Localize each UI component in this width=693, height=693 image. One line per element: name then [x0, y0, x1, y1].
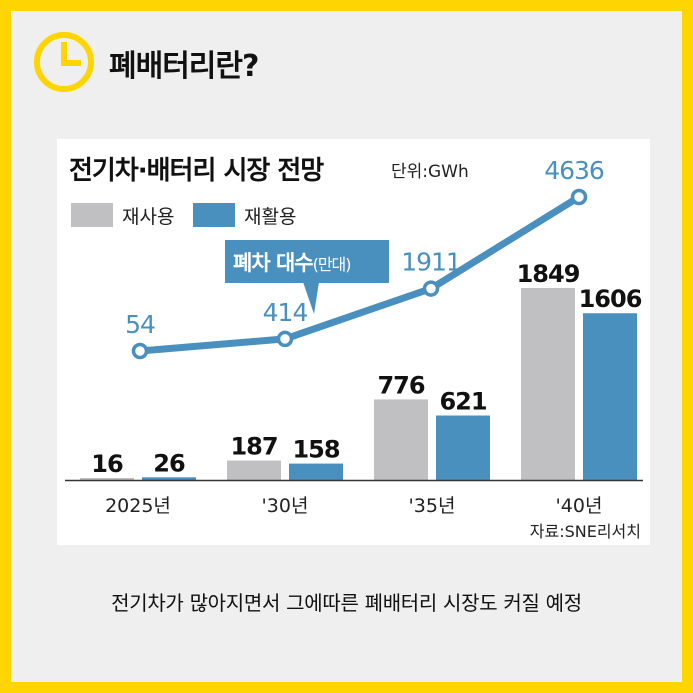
bar: [80, 478, 134, 480]
line-point: [276, 330, 294, 348]
legend-swatch: [193, 203, 235, 227]
bar: [521, 288, 575, 480]
line-point: [570, 188, 588, 206]
x-tick-label: '30년: [262, 495, 309, 517]
bar: [583, 313, 637, 480]
legend-label: 재활용: [244, 206, 296, 228]
legend-label: 재사용: [122, 206, 174, 228]
bar: [142, 477, 196, 480]
chart-title: 전기차·배터리 시장 전망: [69, 156, 324, 186]
line-path: [139, 194, 581, 355]
line-series: 54 414 1911 4636 폐차 대수(만대): [125, 156, 605, 360]
x-tick-label: '40년: [556, 495, 603, 517]
legend-swatch: [71, 203, 113, 227]
x-axis: 2025년 '30년 '35년 '40년: [65, 479, 643, 517]
unit-note: 단위:GWh: [391, 162, 469, 182]
line-label-box: [225, 240, 389, 283]
line-series-label: 폐차 대수(만대): [233, 251, 351, 275]
bar: [374, 399, 428, 480]
infographic-frame: 폐배터리란? 전기차·배터리 시장 전망 단위:GWh 재사용 재활용 16 26 1…: [11, 11, 682, 682]
chart-card: 전기차·배터리 시장 전망 단위:GWh 재사용 재활용 16 26 187 158 77…: [57, 139, 650, 545]
bar-value-label: 16: [91, 450, 123, 478]
bar-value-label: 187: [230, 433, 277, 461]
line-value-label: 414: [263, 298, 308, 327]
bar-value-label: 1849: [517, 260, 580, 288]
line-point: [422, 280, 440, 297]
page-title: 폐배터리란?: [109, 49, 259, 84]
x-tick-label: '35년: [409, 495, 456, 517]
bar-value-label: 158: [292, 436, 339, 464]
bar: [436, 415, 490, 480]
bar: [227, 460, 281, 480]
line-value-label: 54: [125, 310, 155, 339]
line-value-label: 4636: [544, 156, 604, 185]
clock-icon: [34, 32, 94, 92]
line-point: [131, 342, 149, 360]
x-tick-label: 2025년: [105, 495, 171, 517]
caption: 전기차가 많아지면서 그에따른 폐배터리 시장도 커질 예정: [111, 591, 582, 615]
legend: 재사용 재활용: [71, 203, 296, 228]
source-note: 자료:SNE리서치: [530, 522, 641, 541]
line-label-pointer: [303, 282, 319, 314]
line-value-label: 1911: [401, 248, 461, 277]
market-outlook-chart: 전기차·배터리 시장 전망 단위:GWh 재사용 재활용 16 26 187 158 77…: [65, 156, 643, 541]
bar-value-label: 1606: [579, 285, 642, 313]
bar-value-label: 621: [439, 388, 486, 416]
bar-value-label: 776: [377, 371, 424, 399]
bar-value-label: 26: [153, 449, 185, 477]
bar: [289, 463, 343, 480]
